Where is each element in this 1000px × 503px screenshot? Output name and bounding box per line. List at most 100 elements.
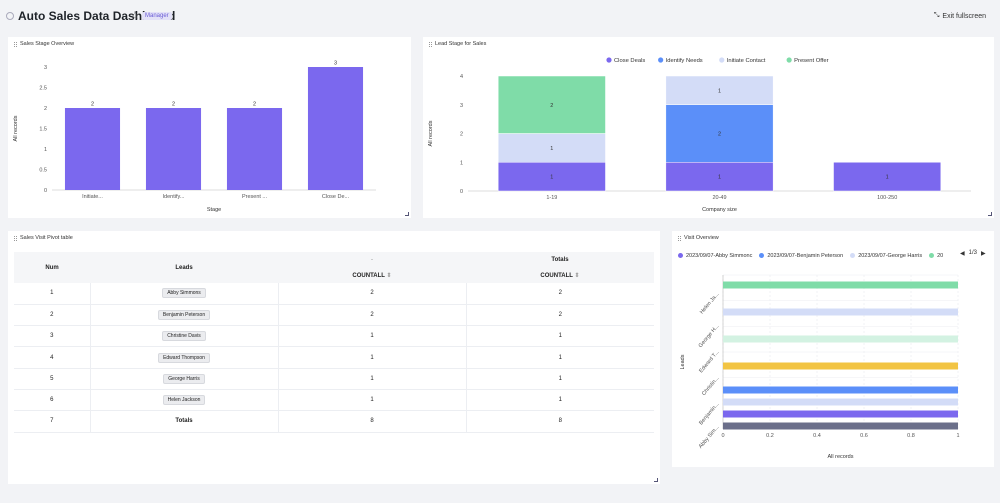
bar-data-label: 2 — [172, 102, 175, 108]
table-row: 3 Christine Davis 1 1 — [14, 325, 654, 348]
x-tick-label: 0.2 — [766, 433, 774, 439]
stacked-bar-segment[interactable] — [497, 162, 606, 192]
chevron-right-icon[interactable]: ▶ — [980, 251, 986, 257]
lead-cell: Benjamin Peterson — [89, 304, 279, 327]
bar[interactable] — [723, 422, 958, 430]
bar[interactable] — [723, 362, 958, 370]
y-tick-label: 0 — [44, 188, 47, 194]
lead-chip[interactable]: Christine Davis — [162, 331, 206, 342]
segment-data-label: 1 — [550, 175, 553, 181]
y-tick-label: Helen Ja... — [699, 291, 721, 315]
panel-title-text: Sales Visit Pivot table — [20, 235, 73, 241]
bar[interactable] — [145, 108, 202, 190]
legend-swatch[interactable] — [719, 57, 725, 63]
resize-handle-icon[interactable] — [654, 478, 658, 482]
row-num-cell: 5 — [14, 368, 90, 390]
x-tick-label: 0.4 — [813, 433, 821, 439]
x-tick-label: Initiate... — [82, 194, 103, 200]
y-tick-label: Abby Sim... — [698, 424, 721, 450]
exit-fullscreen-button[interactable]: ⤡ Exit fullscreen — [934, 12, 986, 20]
legend-label[interactable]: Close Deals — [614, 58, 645, 64]
bar[interactable] — [723, 398, 958, 406]
lead-chip[interactable]: George Harris — [163, 373, 205, 384]
total-countall-cell: 1 — [466, 325, 654, 348]
y-axis-label: Leads — [680, 354, 686, 369]
lead-chip[interactable]: Benjamin Peterson — [157, 309, 211, 320]
bar[interactable] — [64, 108, 121, 190]
panel-title: Sales Stage Overview — [14, 41, 74, 47]
y-axis-label: All records — [428, 120, 434, 146]
x-tick-label: 0.8 — [907, 433, 915, 439]
y-tick-label: Christin... — [701, 375, 721, 397]
legend-pager: ◀ 1/3 ▶ — [960, 250, 986, 257]
bar[interactable] — [723, 335, 958, 343]
y-tick-label: 0.5 — [39, 168, 47, 174]
resize-handle-icon[interactable] — [988, 212, 992, 216]
star-icon[interactable]: ☆ — [130, 10, 140, 22]
table-row: 5 George Harris 1 1 — [14, 368, 654, 390]
x-tick-label: 1-19 — [546, 195, 557, 201]
countall-cell: 8 — [277, 410, 467, 433]
col-header-num[interactable]: Num — [45, 264, 59, 271]
bar[interactable] — [723, 308, 958, 316]
y-tick-label: Benjamin... — [698, 401, 721, 426]
total-countall-cell: 2 — [466, 304, 654, 327]
drag-handle-icon[interactable] — [14, 235, 17, 241]
y-axis-label: All records — [13, 115, 19, 141]
role-badge: Manager — [142, 12, 172, 20]
col-header-leads[interactable]: Leads — [175, 264, 193, 271]
stacked-bar-segment[interactable] — [665, 104, 774, 163]
lead-chip[interactable]: Edward Thompson — [158, 352, 210, 363]
stacked-bar-segment[interactable] — [833, 162, 942, 192]
drag-handle-icon[interactable] — [14, 41, 17, 47]
bar[interactable] — [723, 386, 958, 394]
legend-swatch[interactable] — [658, 57, 664, 63]
bar[interactable] — [723, 410, 958, 418]
legend-label[interactable]: Identify Needs — [666, 58, 703, 64]
bar[interactable] — [226, 108, 283, 190]
bar[interactable] — [307, 67, 364, 190]
panel-title-text: Sales Stage Overview — [20, 41, 75, 47]
legend-item[interactable]: 2023/09/07-George Harris — [850, 251, 922, 260]
legend-item[interactable]: 20 — [929, 251, 943, 260]
sort-icon[interactable]: ⇕ — [386, 273, 392, 279]
segment-data-label: 1 — [886, 175, 889, 181]
x-axis-label: All records — [828, 454, 854, 460]
stacked-bar-segment[interactable] — [497, 75, 606, 134]
row-num-cell: 4 — [14, 346, 90, 369]
legend-label: 20 — [937, 252, 944, 259]
col-header-countall[interactable]: COUNTALL ⇕ — [278, 268, 466, 283]
countall-label: COUNTALL — [352, 273, 385, 279]
bar[interactable] — [723, 281, 958, 289]
legend-label[interactable]: Initiate Contact — [727, 58, 766, 64]
back-icon[interactable] — [6, 12, 14, 20]
drag-handle-icon[interactable] — [429, 41, 432, 47]
lead-chip[interactable]: Helen Jackson — [162, 395, 206, 406]
table-row: 7 Totals 8 8 — [14, 410, 654, 433]
stage-bar-chart: 0 0.5 1 1.5 2 2.5 3 2 Initiate... 2 Identify... 2 Pr… — [13, 61, 376, 213]
stacked-bar-segment[interactable] — [665, 75, 774, 105]
row-num-cell: 2 — [14, 304, 90, 327]
panel-title: Visit Overview — [678, 235, 719, 241]
visit-horizontal-chart: 0 0.2 0.4 0.6 0.8 1 Helen Ja... George H...Edwa… — [680, 274, 960, 460]
total-countall-cell: 8 — [466, 410, 654, 433]
sort-icon[interactable]: ⇕ — [574, 273, 580, 279]
drag-handle-icon[interactable] — [678, 235, 681, 241]
col-header-totals-countall[interactable]: COUNTALL ⇕ — [466, 268, 654, 283]
chevron-left-icon[interactable]: ◀ — [960, 251, 965, 257]
panel-title: Sales Visit Pivot table — [14, 235, 73, 241]
legend-swatch[interactable] — [606, 57, 612, 63]
stacked-bar-segment[interactable] — [665, 162, 774, 192]
legend-swatch[interactable] — [786, 57, 792, 63]
y-tick-label: 0 — [460, 189, 463, 195]
lead-chip[interactable]: Abby Simmons — [162, 288, 206, 299]
legend-swatch — [929, 253, 935, 258]
x-tick-label: 1 — [956, 433, 959, 439]
total-countall-cell: 2 — [466, 283, 654, 305]
bar-data-label: 2 — [253, 102, 256, 108]
legend-item[interactable]: 2023/09/07-Abby Simmonc — [678, 251, 752, 260]
legend-label[interactable]: Present Offer — [794, 58, 828, 64]
resize-handle-icon[interactable] — [405, 212, 409, 216]
legend-item[interactable]: 2023/09/07-Benjamin Peterson — [759, 251, 843, 260]
bar-data-label: 3 — [334, 61, 337, 67]
